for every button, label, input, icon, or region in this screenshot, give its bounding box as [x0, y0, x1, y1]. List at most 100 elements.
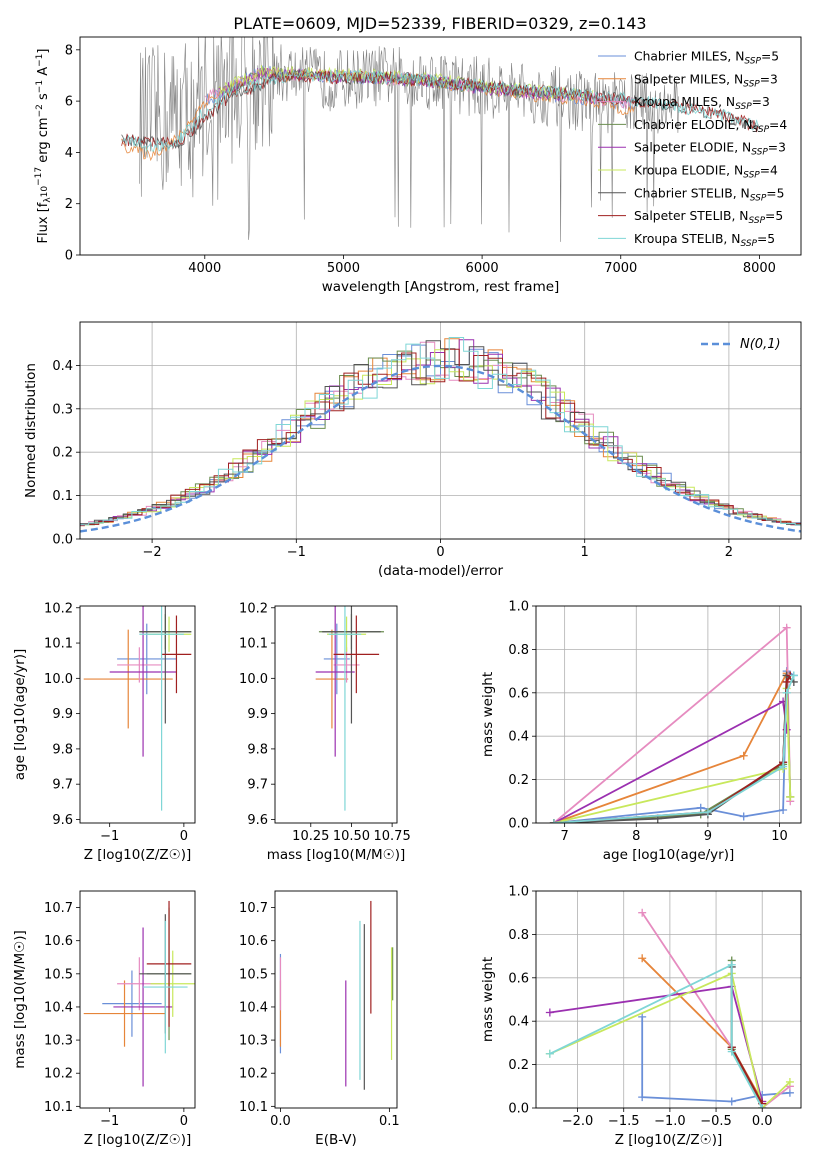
legend-value: =3	[760, 72, 778, 86]
x-tick-label: 0.0	[752, 1114, 773, 1129]
legend-value: =4	[769, 118, 787, 132]
x-tick-label: 2	[725, 545, 733, 560]
y-tick-label: 0.3	[52, 402, 73, 417]
mass-weight-plot-area	[545, 908, 794, 1108]
mass-weight-marker	[545, 1008, 554, 1017]
age-vs-metallicity-panel: −1 0 9.6 9.7 9.8 9.9 10.0 10.1 10.2 Z [log10(Z/Z☉…	[12, 601, 196, 863]
y-tick-label: 10.0	[44, 672, 73, 687]
mass-weight-line-8	[730, 1046, 763, 1105]
axes-frame	[274, 890, 398, 1109]
x-tick-label: −1.0	[654, 1114, 686, 1129]
y-tick-label: 10.7	[44, 901, 73, 916]
y-axis-label: Normed distribution	[23, 363, 39, 498]
mass-weight-line-4	[553, 675, 792, 823]
mass-vs-metallicity-panel: −1 0 10.1 10.2 10.3 10.4 10.5 10.6 10.7 Z [log10(…	[12, 890, 196, 1148]
legend-label-text: Kroupa MILES, N	[634, 95, 735, 109]
y-tick-label: 0.8	[508, 928, 529, 943]
mass-vs-extinction-panel: 0.0 0.1 10.1 10.2 10.3 10.4 10.5 10.6 10.7 E(B-V)	[239, 890, 400, 1148]
mass-weight-plot-area	[549, 623, 798, 823]
mass-weight-line-6	[553, 688, 792, 823]
legend-value: =5	[761, 50, 779, 64]
y-tick-label: 9.8	[247, 742, 268, 757]
x-tick-label: −2.0	[562, 1114, 594, 1129]
mass-weight-line-6	[549, 972, 791, 1108]
y-label-part: −1	[35, 80, 45, 93]
spectrum-panel: 4000 5000 6000 7000 8000 0 2 4 6 8 Chabrier MILES,…	[34, 36, 802, 295]
y-axis-label: mass [log10(M/M☉)]	[12, 930, 28, 1069]
legend-label: Kroupa MILES, NSSP=3	[634, 95, 770, 112]
y-tick-label: 10.1	[44, 637, 73, 652]
mass-weight-marker	[549, 819, 558, 823]
legend-label: Chabrier STELIB, NSSP=5	[634, 186, 784, 203]
y-tick-label: 9.9	[52, 707, 73, 722]
legend-label-text: Salpeter STELIB, N	[634, 209, 749, 223]
y-tick-label: 0.1	[52, 489, 73, 504]
mass-weight-marker	[727, 1047, 736, 1056]
residual-histogram-7	[80, 340, 801, 526]
y-tick-label: 1.0	[508, 885, 529, 900]
mass-weight-marker	[727, 1097, 736, 1106]
x-axis-label: (data-model)/error	[378, 563, 504, 579]
legend-label: Salpeter STELIB, NSSP=5	[634, 209, 783, 226]
y-tick-label: 10.1	[44, 1100, 73, 1115]
x-tick-label: −1	[287, 545, 306, 560]
legend-subscript: SSP	[735, 102, 752, 112]
x-tick-label: −1	[100, 829, 119, 844]
legend-label: Kroupa STELIB, NSSP=5	[634, 232, 775, 249]
legend-subscript: SSP	[744, 57, 761, 67]
y-axis-label: Flux [fλ10−17 erg cm−2 s−1 A−1]	[34, 49, 53, 244]
y-tick-label: 10.3	[44, 1034, 73, 1049]
y-tick-label: 10.4	[44, 1000, 73, 1015]
mass-weight-marker	[789, 671, 798, 680]
x-tick-label: 8000	[743, 261, 776, 276]
x-tick-label: 9	[704, 829, 712, 844]
residuals-panel: −2 −1 0 1 2 0.0 0.1 0.2 0.3 0.4 N(0,1) (data-model)…	[23, 321, 802, 579]
x-tick-label: 0.0	[270, 1114, 291, 1129]
y-tick-label: 10.6	[239, 934, 268, 949]
legend-label-text: Salpeter MILES, N	[634, 72, 743, 86]
y-tick-label: 10.0	[239, 672, 268, 687]
legend-label: Salpeter MILES, NSSP=3	[634, 72, 778, 89]
x-tick-label: 4000	[188, 261, 221, 276]
x-axis-label: Z [log10(Z/Z☉)]	[615, 1132, 723, 1148]
axes-frame	[274, 605, 398, 824]
x-tick-label: 10.25	[292, 829, 329, 844]
spectrum-plot-area	[121, 37, 760, 242]
mass-weight-marker	[785, 1077, 794, 1086]
y-tick-label: 0.6	[508, 971, 529, 986]
errorbar-plot-area	[83, 606, 192, 811]
mass-weight-marker	[782, 677, 791, 686]
legend-value: =3	[768, 141, 786, 155]
axes-frame	[79, 36, 802, 256]
y-tick-label: 10.2	[44, 1067, 73, 1082]
legend-value: =5	[757, 232, 775, 246]
y-tick-label: 10.1	[239, 1100, 268, 1115]
x-axis-label: wavelength [Angstrom, rest frame]	[322, 279, 560, 295]
x-tick-label: 0	[436, 545, 444, 560]
y-tick-label: 2	[65, 197, 73, 212]
y-tick-label: 10.2	[44, 601, 73, 616]
x-tick-label: −1.5	[608, 1114, 640, 1129]
x-tick-label: −2	[143, 545, 162, 560]
x-tick-label: 0.1	[379, 1114, 400, 1129]
x-tick-label: 7	[561, 829, 569, 844]
mass-weight-line-2	[553, 672, 788, 823]
legend-subscript: SSP	[743, 171, 760, 181]
y-tick-label: 10.5	[44, 967, 73, 982]
legend-label: Kroupa ELODIE, NSSP=4	[634, 164, 778, 181]
y-label-part: Flux [f	[36, 202, 51, 243]
model-spectrum-8	[121, 70, 760, 150]
y-tick-label: 10.7	[239, 901, 268, 916]
x-tick-label: 5000	[327, 261, 360, 276]
y-tick-label: 10.1	[239, 637, 268, 652]
legend-label-text: Chabrier MILES, N	[634, 50, 744, 64]
y-tick-label: 0.2	[52, 446, 73, 461]
legend-value: =5	[766, 186, 784, 200]
y-tick-label: 10.5	[239, 967, 268, 982]
y-tick-label: 0.2	[508, 773, 529, 788]
x-tick-label: 10.50	[333, 829, 370, 844]
mass-weight-marker	[638, 1093, 647, 1102]
y-tick-label: 0	[65, 249, 73, 264]
mass-weight-marker	[782, 688, 791, 697]
